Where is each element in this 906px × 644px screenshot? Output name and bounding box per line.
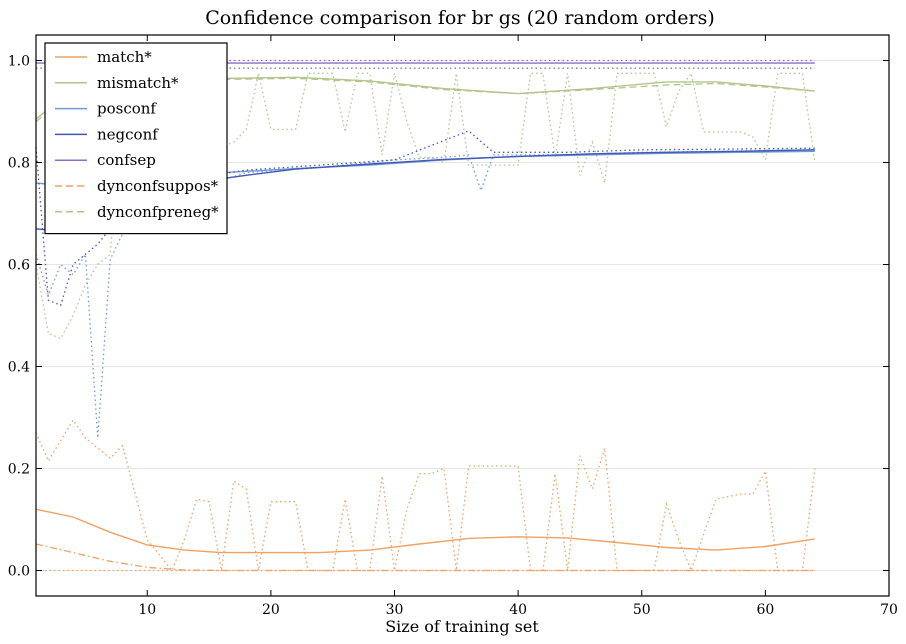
series-line-match-dotted-1 [35, 418, 816, 573]
legend-label-dyncfpreneg: dynconfpreneg* [97, 203, 219, 221]
legend-label-dyncfsuppos: dynconfsuppos* [97, 177, 219, 195]
legend-label-negconf: negconf [97, 125, 159, 143]
series-line-match-solid-0 [35, 508, 815, 554]
legend-label-confsep: confsep [97, 151, 156, 169]
y-tick-label: 0.0 [8, 564, 30, 580]
x-tick-label: 50 [633, 602, 651, 618]
legend: match* mismatch* posconf negconf confsep dync… [44, 42, 228, 235]
series-line-dyncfsuppos-dashdot-3 [35, 543, 815, 572]
y-tick-label: 1.0 [8, 54, 30, 70]
x-tick-label: 70 [880, 602, 898, 618]
plot-frame [35, 34, 890, 597]
x-tick-label: 60 [756, 602, 774, 618]
y-tick-label: 0.6 [8, 258, 30, 274]
legend-label-match: match* [97, 48, 152, 66]
legend-label-mismatch: mismatch* [97, 74, 179, 92]
x-axis-label: Size of training set [385, 617, 539, 636]
x-tick-label: 40 [509, 602, 527, 618]
axis-ticks: 10 20 30 40 50 60 70 0.0 0.2 0.4 0.6 0.8 1.0 [8, 35, 898, 618]
y-tick-label: 0.2 [8, 462, 30, 478]
x-tick-label: 20 [262, 602, 280, 618]
y-tick-label: 0.8 [8, 156, 30, 172]
x-tick-label: 30 [386, 602, 404, 618]
legend-label-posconf: posconf [97, 100, 157, 118]
x-tick-label: 10 [138, 602, 156, 618]
y-tick-label: 0.4 [8, 360, 30, 376]
chart-title: Confidence comparison for br gs (20 rand… [205, 7, 715, 29]
legend-box [44, 42, 228, 235]
